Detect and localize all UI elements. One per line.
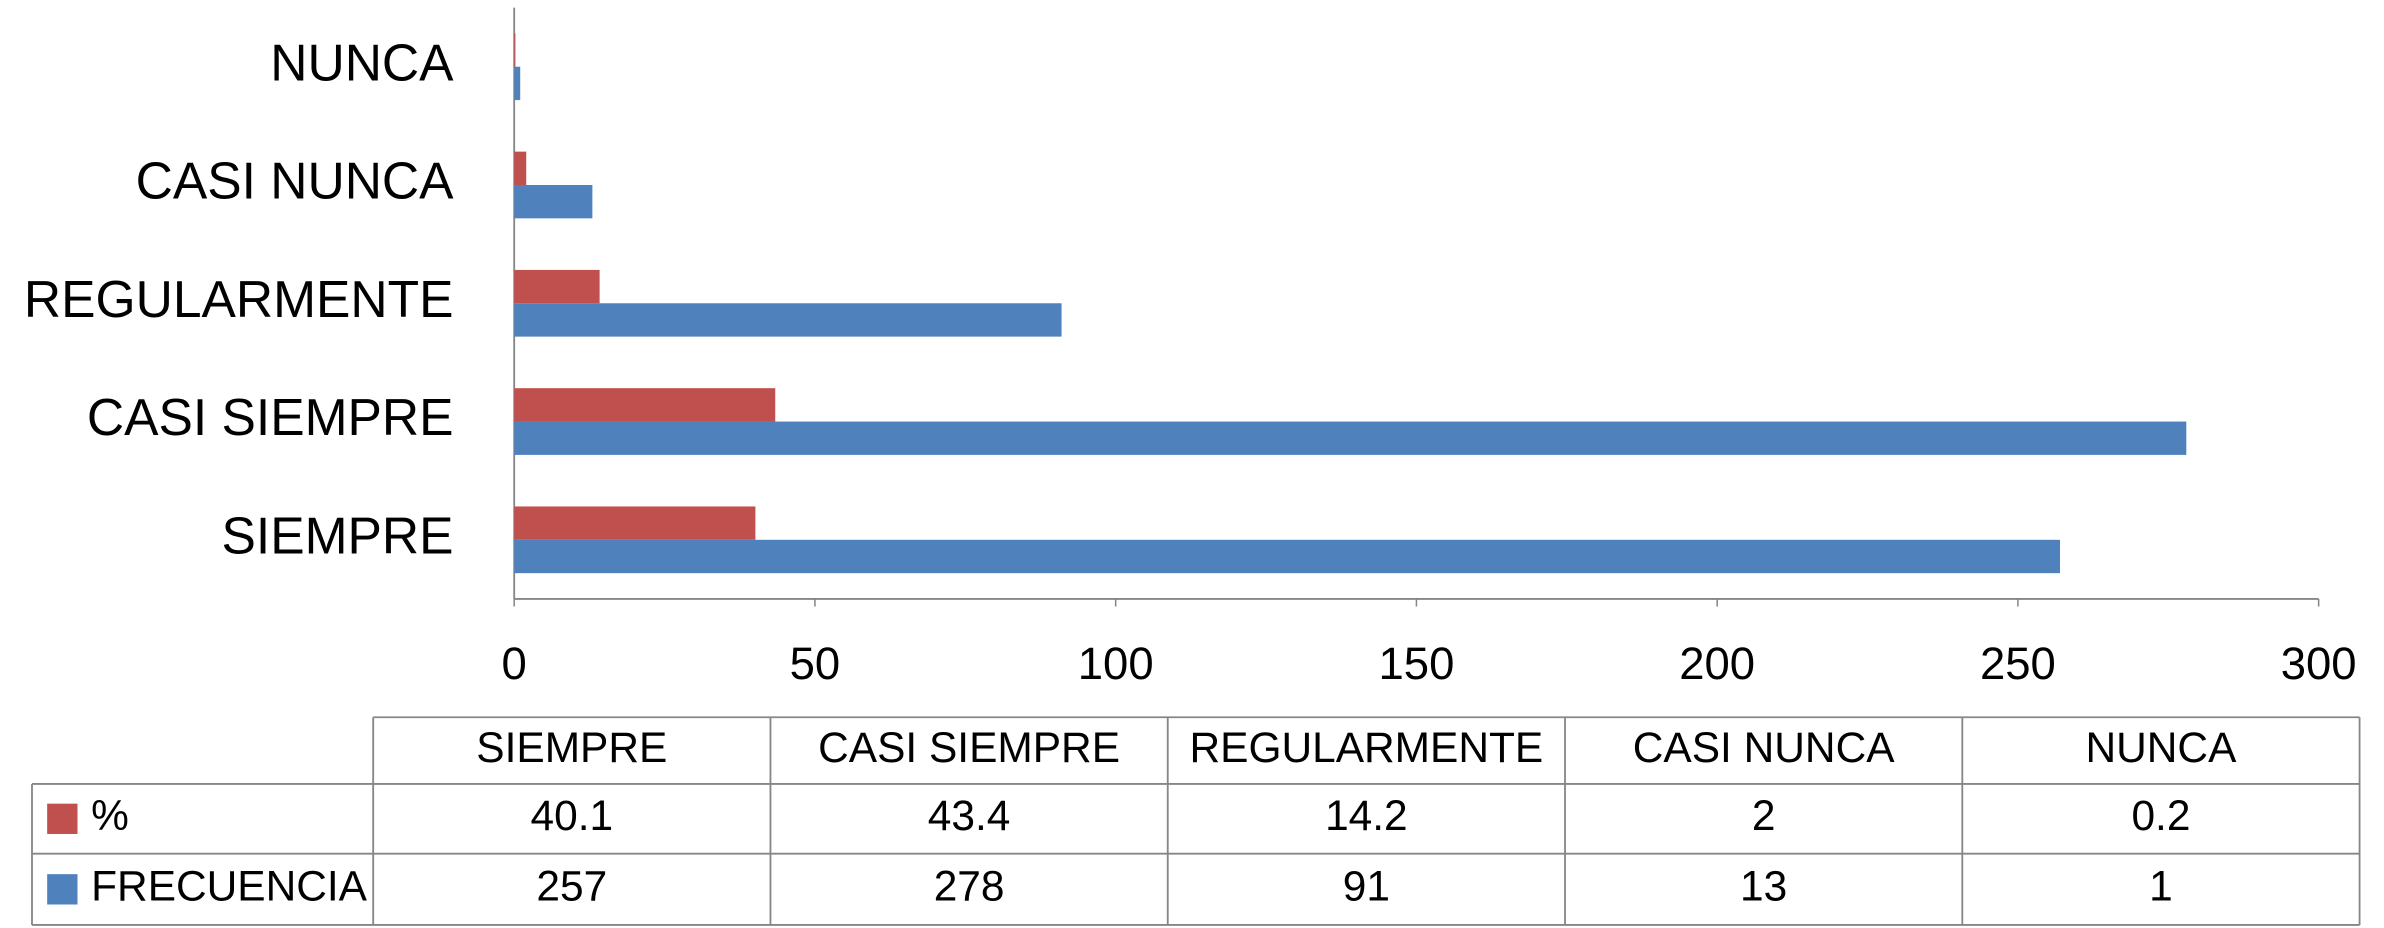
x-tick-label: 100 [1078,638,1154,689]
table-value: 1 [2149,863,2173,910]
x-tick-label: 250 [1980,638,2056,689]
bar [514,303,1062,337]
legend-label: % [91,792,129,839]
table-value: 14.2 [1325,792,1408,839]
bar [514,184,593,219]
table-header: NUNCA [2085,724,2237,771]
table-value: 0.2 [2131,792,2190,839]
legend-swatch [47,874,78,905]
y-tick-label: NUNCA [270,33,454,91]
table-value: 91 [1343,863,1390,910]
y-tick-label: REGULARMENTE [24,270,454,328]
table-value: 2 [1752,792,1776,839]
table-value: 278 [934,863,1005,910]
table-value: 43.4 [928,792,1011,839]
bar [514,506,756,540]
bar [514,269,600,304]
bar [514,151,527,185]
y-tick-label: CASI NUNCA [136,152,455,210]
table-header: CASI SIEMPRE [818,724,1120,771]
bar [514,539,2061,574]
x-tick-label: 150 [1378,638,1454,689]
y-tick-label: CASI SIEMPRE [87,388,454,446]
bar [514,421,2187,455]
x-tick-label: 200 [1679,638,1755,689]
x-tick-label: 50 [790,638,841,689]
table-value: 13 [1740,863,1787,910]
legend-swatch [47,803,78,834]
bar [514,388,776,422]
table-header: CASI NUNCA [1633,724,1895,771]
x-tick-label: 300 [2281,638,2357,689]
table-header: SIEMPRE [476,724,667,771]
table-value: 40.1 [531,792,614,839]
y-tick-label: SIEMPRE [222,506,454,564]
table-value: 257 [536,863,607,910]
table-header: REGULARMENTE [1190,724,1544,771]
x-tick-label: 0 [502,638,527,689]
bar [514,33,516,67]
legend-label: FRECUENCIA [91,863,368,910]
bar [514,66,521,101]
